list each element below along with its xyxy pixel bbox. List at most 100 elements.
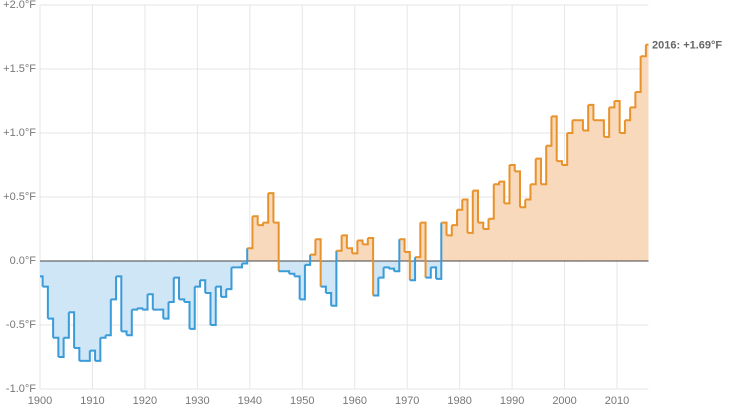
step-line (467, 190, 474, 234)
area-step (483, 229, 489, 261)
step-line (546, 116, 553, 147)
step-line (89, 349, 97, 361)
area-step (378, 261, 384, 278)
step-line (525, 184, 532, 201)
step-line (630, 92, 637, 109)
area-step (173, 261, 180, 278)
step-line (504, 165, 511, 205)
area-step (79, 261, 85, 361)
area-step (220, 261, 227, 297)
step-line (310, 239, 317, 256)
area-step (163, 261, 169, 319)
area-step (68, 261, 75, 313)
labels: -1.0°F -0.5°F 0.0°F +0.5°F +1.0°F +1.5°F +2.0°… (3, 0, 722, 407)
step-line (325, 292, 333, 306)
step-line (577, 119, 584, 131)
step-line (441, 221, 448, 236)
area-step (236, 261, 243, 268)
step-line (184, 300, 191, 329)
area-step (561, 165, 568, 261)
area-step (89, 261, 96, 351)
step-line (530, 158, 537, 186)
area-step (63, 261, 70, 338)
step-line (47, 317, 55, 338)
step-line (420, 221, 427, 278)
step-line (483, 218, 490, 230)
area-step (320, 261, 327, 287)
step-line (514, 170, 521, 208)
area-step (388, 261, 395, 269)
area-step (567, 133, 573, 261)
area-step (478, 222, 484, 261)
step-line (189, 286, 196, 330)
step-line (163, 301, 170, 320)
step-line (556, 160, 563, 165)
step-line (116, 275, 123, 332)
area-step (252, 216, 258, 261)
step-line (519, 199, 527, 209)
area-step (598, 120, 605, 261)
step-line (147, 293, 154, 310)
area-step (415, 257, 421, 261)
area-step (551, 116, 558, 261)
area-step (241, 261, 248, 264)
step-line (409, 257, 417, 282)
area-step (247, 248, 253, 261)
step-line (373, 277, 380, 297)
area-step (194, 261, 201, 287)
area-step (58, 261, 64, 357)
step-line (551, 115, 558, 162)
area-step (179, 261, 185, 300)
step-line (462, 198, 469, 233)
area-step (530, 184, 537, 261)
step-line (394, 239, 401, 273)
area-step (609, 107, 615, 262)
area-step (425, 261, 432, 278)
area-step (315, 239, 321, 261)
step-line (210, 286, 217, 326)
step-line (567, 120, 574, 134)
step-line (451, 209, 459, 227)
area-step (462, 199, 468, 261)
area-step (420, 222, 426, 261)
area-step (582, 130, 589, 261)
step-line (226, 267, 233, 291)
x-tick-label: 1950 (290, 395, 314, 407)
step-line (158, 308, 165, 319)
x-tick-label: 1920 (133, 395, 157, 407)
plot-area (40, 43, 649, 362)
area-step (577, 120, 584, 261)
y-tick-label: 0.0°F (10, 255, 37, 267)
step-line (173, 276, 181, 300)
area-step (100, 261, 106, 338)
area-step (336, 250, 342, 261)
step-line (619, 120, 626, 134)
step-line (588, 103, 595, 121)
step-line (299, 264, 306, 301)
step-line (352, 240, 359, 255)
step-line (142, 294, 149, 311)
step-line (488, 184, 495, 220)
area-step (399, 239, 405, 261)
area-step (116, 261, 122, 277)
step-line (74, 347, 81, 361)
area-step (110, 261, 117, 300)
area-step (304, 261, 311, 265)
area-step (535, 158, 542, 261)
y-tick-label: +0.5°F (3, 191, 36, 203)
x-tick-label: 1910 (80, 395, 104, 407)
area-step (283, 261, 290, 272)
step-line (110, 276, 118, 301)
area-step (630, 107, 636, 262)
area-step (105, 261, 112, 336)
step-line (63, 312, 70, 339)
step-line (331, 250, 338, 307)
step-line (357, 239, 364, 245)
area-step (394, 261, 400, 272)
area-step (289, 261, 295, 274)
step-line (315, 238, 322, 287)
step-line (624, 107, 632, 122)
area-step (430, 261, 437, 268)
step-line (220, 289, 228, 298)
